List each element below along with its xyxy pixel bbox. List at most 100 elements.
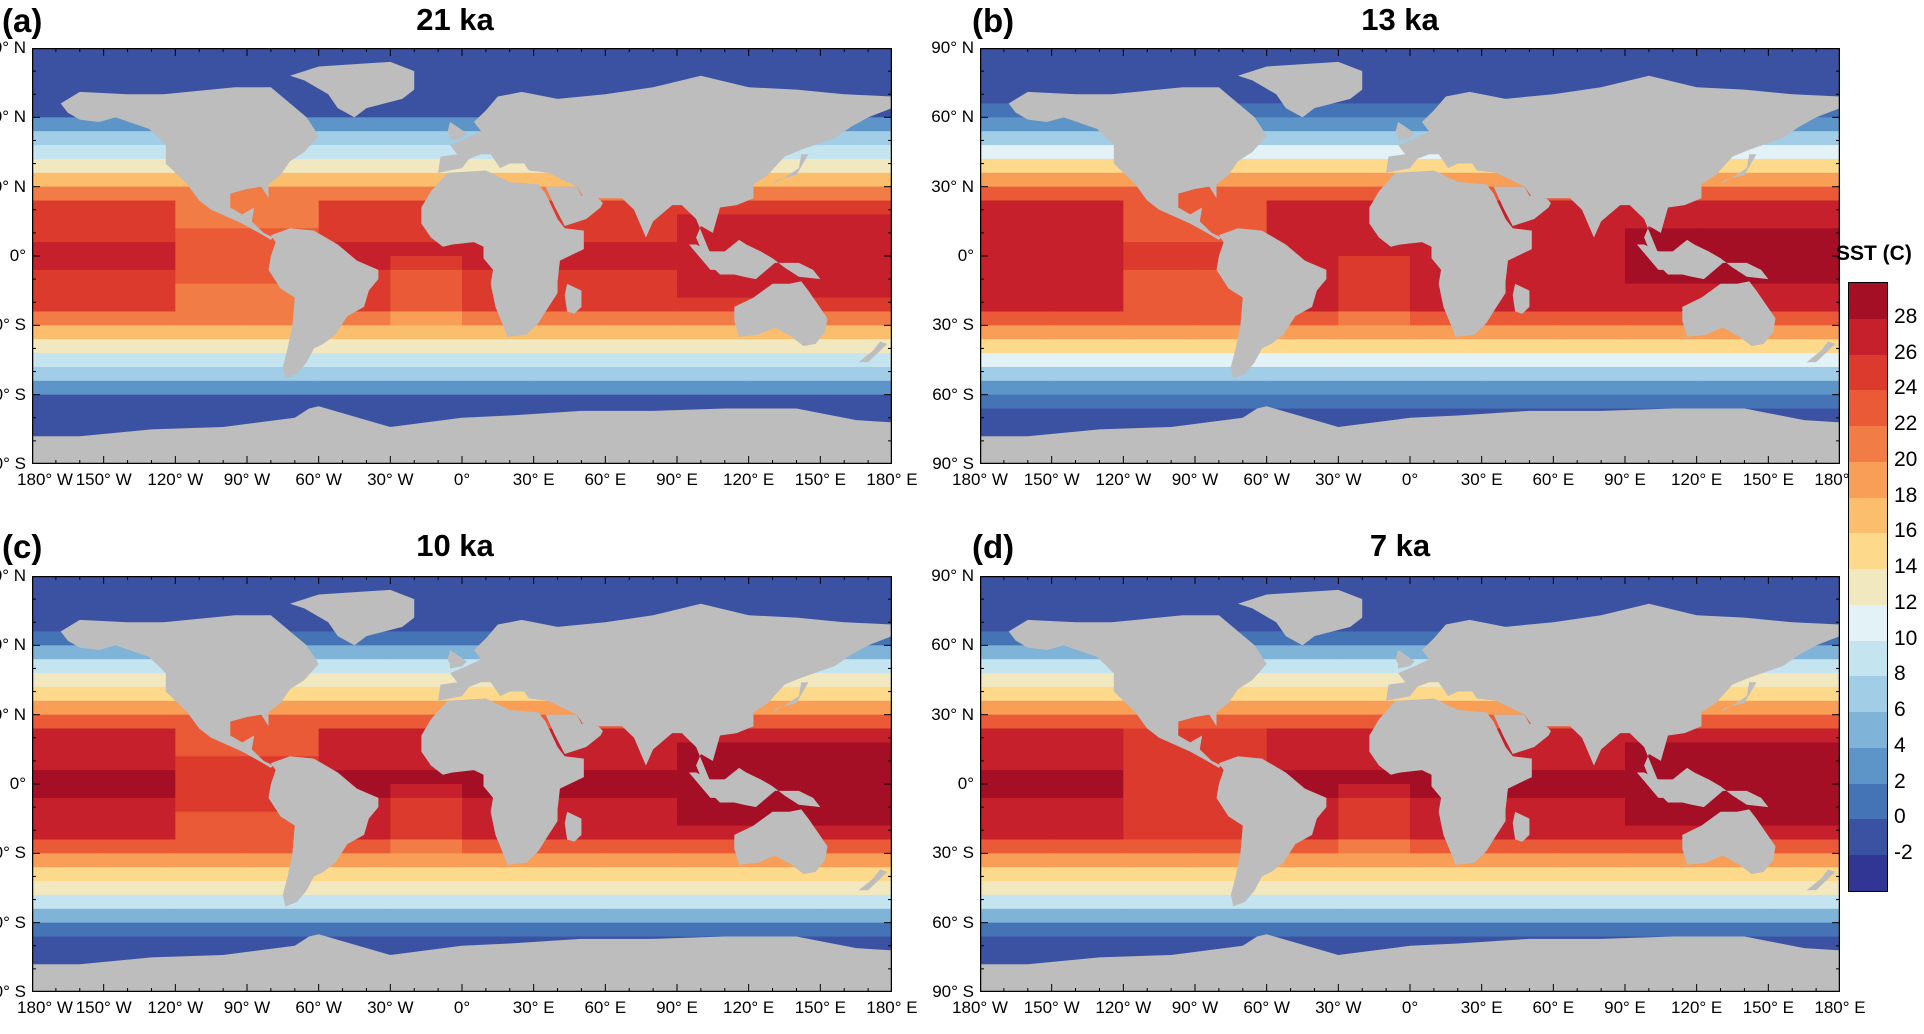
sst-cell	[1051, 61, 1124, 77]
lat-label: 30° N	[0, 176, 26, 196]
sst-cell	[390, 576, 463, 591]
sst-cell	[1553, 756, 1626, 771]
sst-cell	[1625, 353, 1698, 368]
sst-cell	[820, 908, 892, 924]
lon-label: 30° E	[1460, 470, 1503, 489]
sst-cell	[1338, 353, 1411, 368]
sst-cell	[1481, 908, 1554, 924]
sst-cell	[533, 61, 606, 77]
sst-cell	[533, 853, 606, 868]
sst-cell	[103, 894, 176, 910]
sst-cell	[1266, 908, 1339, 924]
sst-cell	[1768, 853, 1840, 868]
land-mass	[1216, 228, 1327, 379]
sst-cell	[103, 908, 176, 924]
sst-cell	[318, 380, 391, 396]
sst-cell	[1625, 228, 1698, 243]
sst-cell	[103, 61, 176, 77]
colorbar-segment	[1849, 318, 1887, 355]
sst-cell	[390, 269, 463, 285]
sst-cell	[1696, 200, 1769, 215]
lat-label: 90° S	[932, 982, 974, 1001]
sst-cell	[1051, 756, 1124, 771]
sst-cell	[1266, 366, 1339, 382]
sst-cell	[390, 797, 463, 813]
sst-cell	[820, 825, 892, 840]
sst-cell	[1195, 200, 1268, 215]
sst-cell	[1553, 784, 1626, 799]
sst-cell	[1338, 366, 1411, 382]
sst-cell	[1195, 908, 1268, 924]
sst-cell	[820, 256, 892, 271]
sst-cell	[32, 380, 105, 396]
sst-cell	[1051, 576, 1124, 591]
sst-cell	[980, 75, 1053, 91]
sst-cell	[1123, 48, 1196, 63]
sst-cell	[980, 950, 1053, 965]
sst-cell	[748, 603, 821, 619]
sst-cell	[1266, 714, 1339, 730]
sst-cell	[462, 894, 535, 910]
sst-cell	[390, 325, 463, 340]
sst-cell	[980, 380, 1053, 396]
sst-cell	[103, 756, 176, 771]
land-mass	[772, 682, 809, 713]
sst-cell	[1051, 145, 1124, 160]
sst-cell	[820, 673, 892, 688]
sst-cell	[748, 48, 821, 63]
sst-cell	[390, 659, 463, 674]
sst-cell	[605, 269, 678, 285]
sst-cell	[390, 631, 463, 646]
sst-cell	[820, 756, 892, 771]
sst-cell	[605, 339, 678, 354]
colorbar-tick-label: 20	[1894, 447, 1918, 471]
sst-cell	[980, 700, 1053, 716]
lat-label: 90° S	[0, 982, 26, 1001]
sst-cell	[318, 158, 391, 174]
lon-label: 120° W	[1095, 998, 1152, 1017]
sst-cell	[820, 797, 892, 813]
sst-cell	[1195, 48, 1268, 63]
sst-cell	[1123, 61, 1196, 77]
sst-cell	[820, 366, 892, 382]
sst-cell	[318, 659, 391, 674]
sst-cell	[605, 576, 678, 591]
sst-cell	[103, 394, 176, 410]
sst-cell	[820, 922, 892, 938]
sst-cell	[318, 186, 391, 202]
sst-cell	[1481, 325, 1554, 340]
sst-cell	[175, 576, 248, 591]
sst-cell	[103, 853, 176, 868]
sst-cell	[1051, 742, 1124, 757]
colorbar-segment	[1849, 819, 1887, 856]
sst-cell	[390, 811, 463, 827]
sst-cell	[748, 770, 821, 785]
sst-cell	[1266, 214, 1339, 229]
sst-cell	[605, 867, 678, 882]
sst-map	[980, 48, 1840, 464]
panel-letter: (c)	[2, 528, 43, 565]
sst-cell	[748, 908, 821, 924]
sst-cell	[32, 686, 105, 702]
sst-cell	[533, 576, 606, 591]
sst-cell	[533, 922, 606, 938]
sst-cell	[390, 922, 463, 938]
sst-cell	[820, 380, 892, 396]
colorbar-segment	[1849, 283, 1887, 320]
land-mass	[290, 61, 415, 118]
sst-cell	[1338, 269, 1411, 285]
sst-cell	[1410, 75, 1483, 91]
lon-label: 150° E	[794, 998, 846, 1017]
sst-cell	[1123, 784, 1196, 799]
sst-cell	[1696, 576, 1769, 591]
sst-cell	[1625, 311, 1698, 326]
sst-cell	[175, 881, 248, 896]
sst-cell	[1123, 353, 1196, 368]
lon-label: 60° E	[584, 470, 627, 489]
sst-cell	[1625, 922, 1698, 938]
sst-cell	[605, 853, 678, 868]
sst-cell	[820, 589, 892, 605]
sst-cell	[1338, 811, 1411, 827]
sst-cell	[1553, 61, 1626, 77]
sst-cell	[1625, 825, 1698, 840]
